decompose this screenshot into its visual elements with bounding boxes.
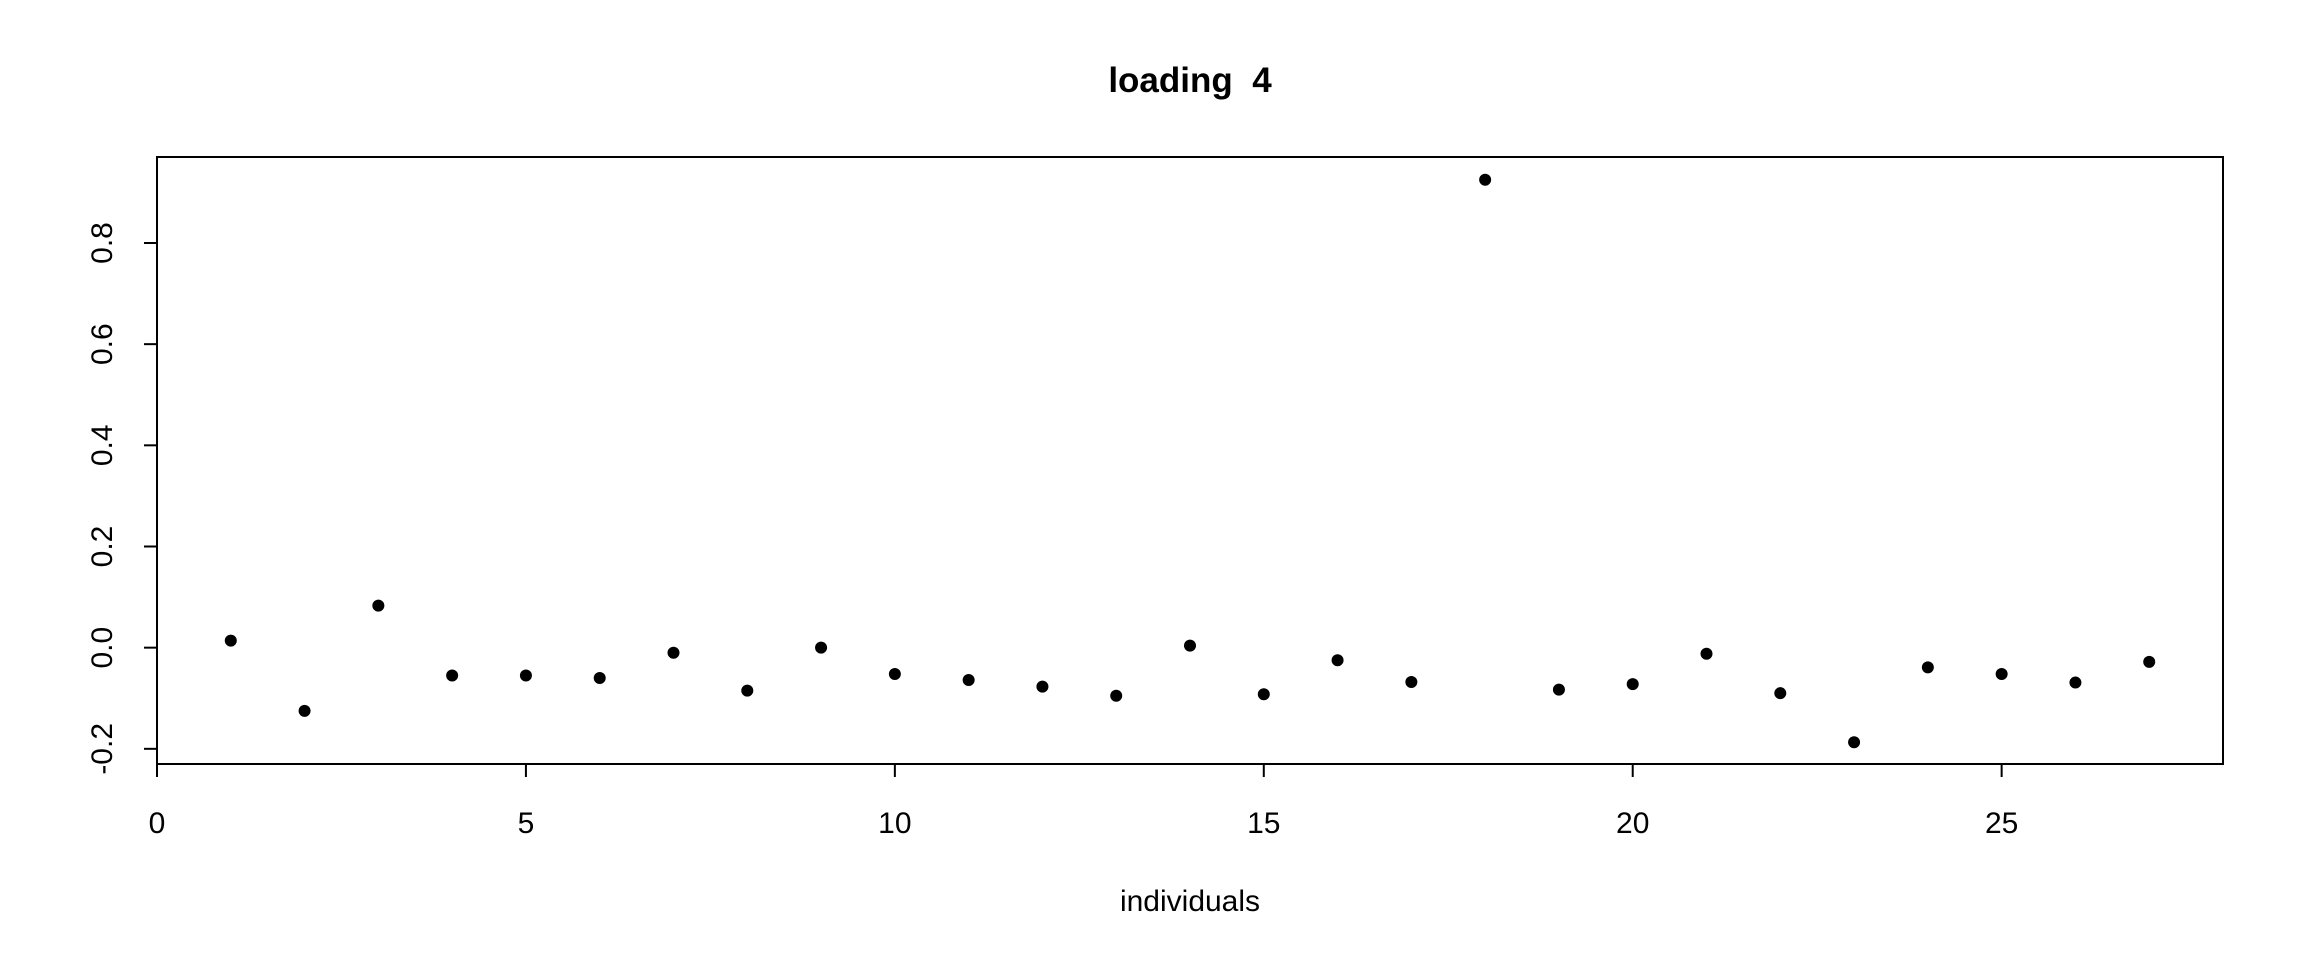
data-point	[593, 672, 606, 685]
y-tick-label: 0.6	[86, 323, 119, 365]
data-point	[1110, 689, 1123, 702]
x-tick-label: 20	[1616, 807, 1649, 840]
data-point	[1552, 683, 1565, 696]
data-point	[1479, 173, 1492, 186]
chart-title: loading 4	[1108, 61, 1272, 100]
data-point	[1257, 688, 1270, 701]
data-point	[815, 641, 828, 654]
y-axis: -0.2 0.0 0.2 0.4 0.6 0.8	[86, 222, 158, 775]
data-point	[2069, 676, 2082, 689]
data-points	[224, 173, 2156, 749]
data-point	[2143, 655, 2156, 668]
data-point	[446, 669, 459, 682]
plot-frame	[156, 156, 2224, 765]
y-tick-label: -0.2	[86, 723, 119, 775]
data-point	[1700, 647, 1713, 660]
data-point	[1626, 678, 1639, 691]
x-tick-label: 25	[1985, 807, 2018, 840]
data-point	[1848, 736, 1861, 749]
y-tick-label: 0.4	[86, 424, 119, 466]
data-point	[667, 646, 680, 659]
x-tick-label: 0	[149, 807, 166, 840]
data-point	[962, 674, 975, 687]
x-tick-label: 10	[878, 807, 911, 840]
data-point	[1774, 687, 1787, 700]
x-axis: 0 5 10 15 20 25	[149, 763, 2018, 840]
data-point	[519, 669, 532, 682]
data-point	[1405, 676, 1418, 689]
y-tick-label: 0.2	[86, 526, 119, 568]
data-point	[1331, 654, 1344, 667]
data-point	[1995, 667, 2008, 680]
data-point	[298, 704, 311, 717]
x-tick-label: 15	[1247, 807, 1280, 840]
data-point	[224, 634, 237, 647]
data-point	[372, 599, 385, 612]
data-point	[1921, 661, 1934, 674]
y-tick-label: 0.0	[86, 627, 119, 669]
data-point	[1036, 680, 1049, 693]
data-point	[1184, 639, 1196, 652]
data-point	[741, 684, 754, 697]
data-point	[888, 667, 901, 680]
x-tick-label: 5	[518, 807, 535, 840]
y-tick-label: 0.8	[86, 222, 119, 264]
x-axis-label: individuals	[1120, 885, 1260, 918]
